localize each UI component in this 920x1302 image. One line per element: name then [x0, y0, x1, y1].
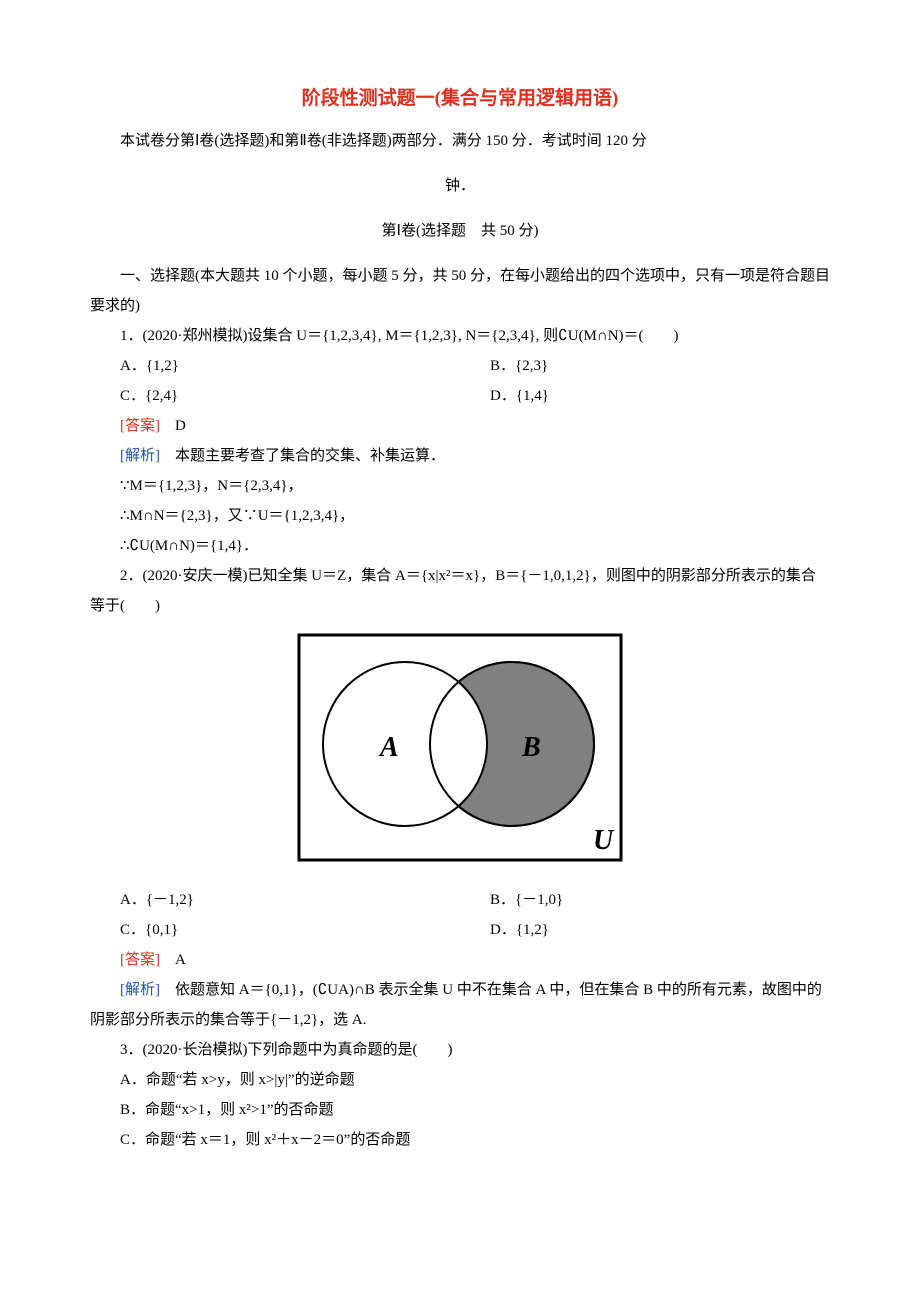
intro-line-2: 钟． [90, 171, 830, 201]
part-heading: 第Ⅰ卷(选择题 共 50 分) [90, 216, 830, 246]
venn-diagram: A B U [90, 631, 830, 875]
q1-option-a: A．{1,2} [90, 351, 460, 381]
q3-option-a: A．命题“若 x>y，则 x>|y|”的逆命题 [90, 1065, 830, 1095]
q1-work-line2: ∴M∩N＝{2,3}，又∵U＝{1,2,3,4}， [90, 501, 830, 531]
analysis-label: [解析] [120, 448, 160, 464]
q1-option-b: B．{2,3} [460, 351, 830, 381]
venn-label-b: B [521, 732, 541, 763]
answer-label: [答案] [120, 418, 160, 434]
q3-option-c: C．命题“若 x＝1，则 x²＋x－2＝0”的否命题 [90, 1125, 830, 1155]
q2-analysis-text: 依题意知 A＝{0,1}，(∁UA)∩B 表示全集 U 中不在集合 A 中，但在… [90, 982, 822, 1028]
venn-label-a: A [378, 732, 399, 763]
q2-options-row2: C．{0,1} D．{1,2} [90, 915, 830, 945]
q1-option-c: C．{2,4} [90, 381, 460, 411]
q3-option-b: B．命题“x>1，则 x²>1”的否命题 [90, 1095, 830, 1125]
q2-options-row1: A．{－1,2} B．{－1,0} [90, 885, 830, 915]
q1-options-row1: A．{1,2} B．{2,3} [90, 351, 830, 381]
q2-stem: 2．(2020·安庆一模)已知全集 U＝Z，集合 A＝{x|x²＝x}，B＝{－… [90, 561, 830, 621]
q1-work-line1: ∵M＝{1,2,3}，N＝{2,3,4}， [90, 471, 830, 501]
doc-title: 阶段性测试题一(集合与常用逻辑用语) [90, 80, 830, 118]
venn-circle-a [323, 662, 487, 826]
q1-option-d: D．{1,4} [460, 381, 830, 411]
q1-work-line3: ∴∁U(M∩N)＝{1,4}． [90, 531, 830, 561]
q2-analysis: [解析] 依题意知 A＝{0,1}，(∁UA)∩B 表示全集 U 中不在集合 A… [90, 975, 830, 1035]
answer-label: [答案] [120, 952, 160, 968]
q2-option-b: B．{－1,0} [460, 885, 830, 915]
q3-stem: 3．(2020·长治模拟)下列命题中为真命题的是( ) [90, 1035, 830, 1065]
q1-answer-value: D [175, 418, 186, 434]
q1-analysis: [解析] 本题主要考查了集合的交集、补集运算． [90, 441, 830, 471]
q2-option-d: D．{1,2} [460, 915, 830, 945]
q2-answer-value: A [175, 952, 186, 968]
venn-label-u: U [593, 825, 615, 856]
q1-options-row2: C．{2,4} D．{1,4} [90, 381, 830, 411]
venn-svg: A B U [295, 631, 625, 864]
analysis-label: [解析] [120, 982, 160, 998]
q1-analysis-text: 本题主要考查了集合的交集、补集运算． [175, 448, 445, 464]
q2-option-a: A．{－1,2} [90, 885, 460, 915]
q1-stem: 1．(2020·郑州模拟)设集合 U＝{1,2,3,4}, M＝{1,2,3},… [90, 321, 830, 351]
section-instruction: 一、选择题(本大题共 10 个小题，每小题 5 分，共 50 分，在每小题给出的… [90, 261, 830, 321]
q2-option-c: C．{0,1} [90, 915, 460, 945]
q2-answer: [答案] A [90, 945, 830, 975]
intro-line-1: 本试卷分第Ⅰ卷(选择题)和第Ⅱ卷(非选择题)两部分．满分 150 分．考试时间 … [90, 126, 830, 156]
q1-answer: [答案] D [90, 411, 830, 441]
